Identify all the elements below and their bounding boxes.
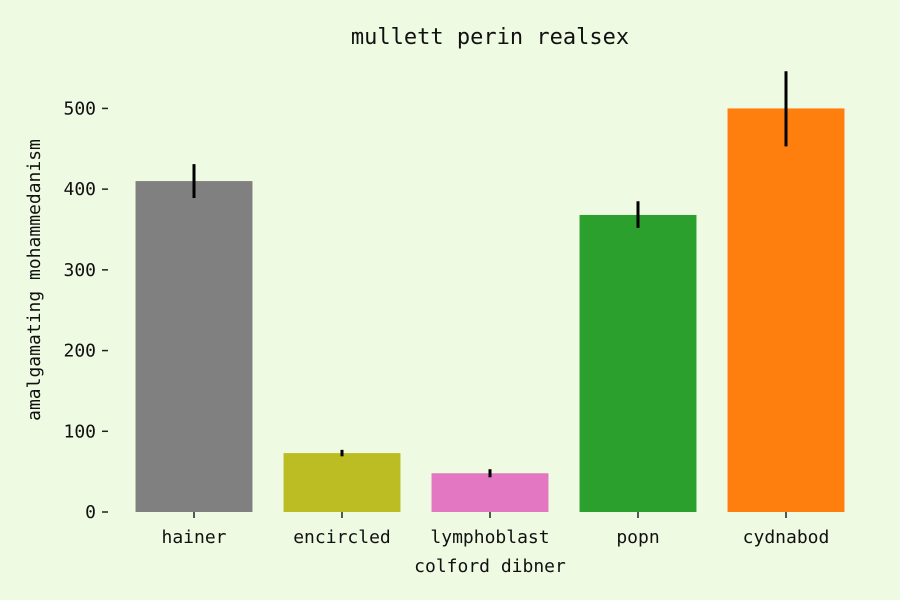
y-ticks-group: 0 100 200 300 400 500 (63, 98, 108, 523)
x-axis-label: colford dibner (414, 556, 566, 577)
bar-cydnabod (727, 108, 845, 512)
x-tick-label: hainer (161, 527, 226, 548)
bar-lymphoblast (431, 473, 549, 512)
y-tick-label: 100 (63, 421, 96, 442)
y-tick-label: 0 (85, 502, 96, 523)
x-tick-label: popn (616, 527, 659, 548)
y-tick-label: 300 (63, 260, 96, 281)
x-tick-label: cydnabod (743, 527, 830, 548)
error-bars-group (192, 71, 788, 478)
y-axis-label: amalgamating mohammedanism (24, 139, 45, 421)
x-tick-label: lymphoblast (430, 527, 549, 548)
bar-popn (579, 214, 697, 512)
bar-encircled (283, 453, 401, 512)
bar-hainer (135, 181, 253, 513)
y-tick-label: 200 (63, 341, 96, 362)
bars-group (135, 108, 845, 513)
x-ticks-group: hainer encircled lymphoblast popn cydnabod (161, 512, 829, 548)
chart-title: mullett perin realsex (351, 25, 629, 50)
y-tick-label: 400 (63, 179, 96, 200)
x-tick-label: encircled (293, 527, 391, 548)
y-tick-label: 500 (63, 98, 96, 119)
